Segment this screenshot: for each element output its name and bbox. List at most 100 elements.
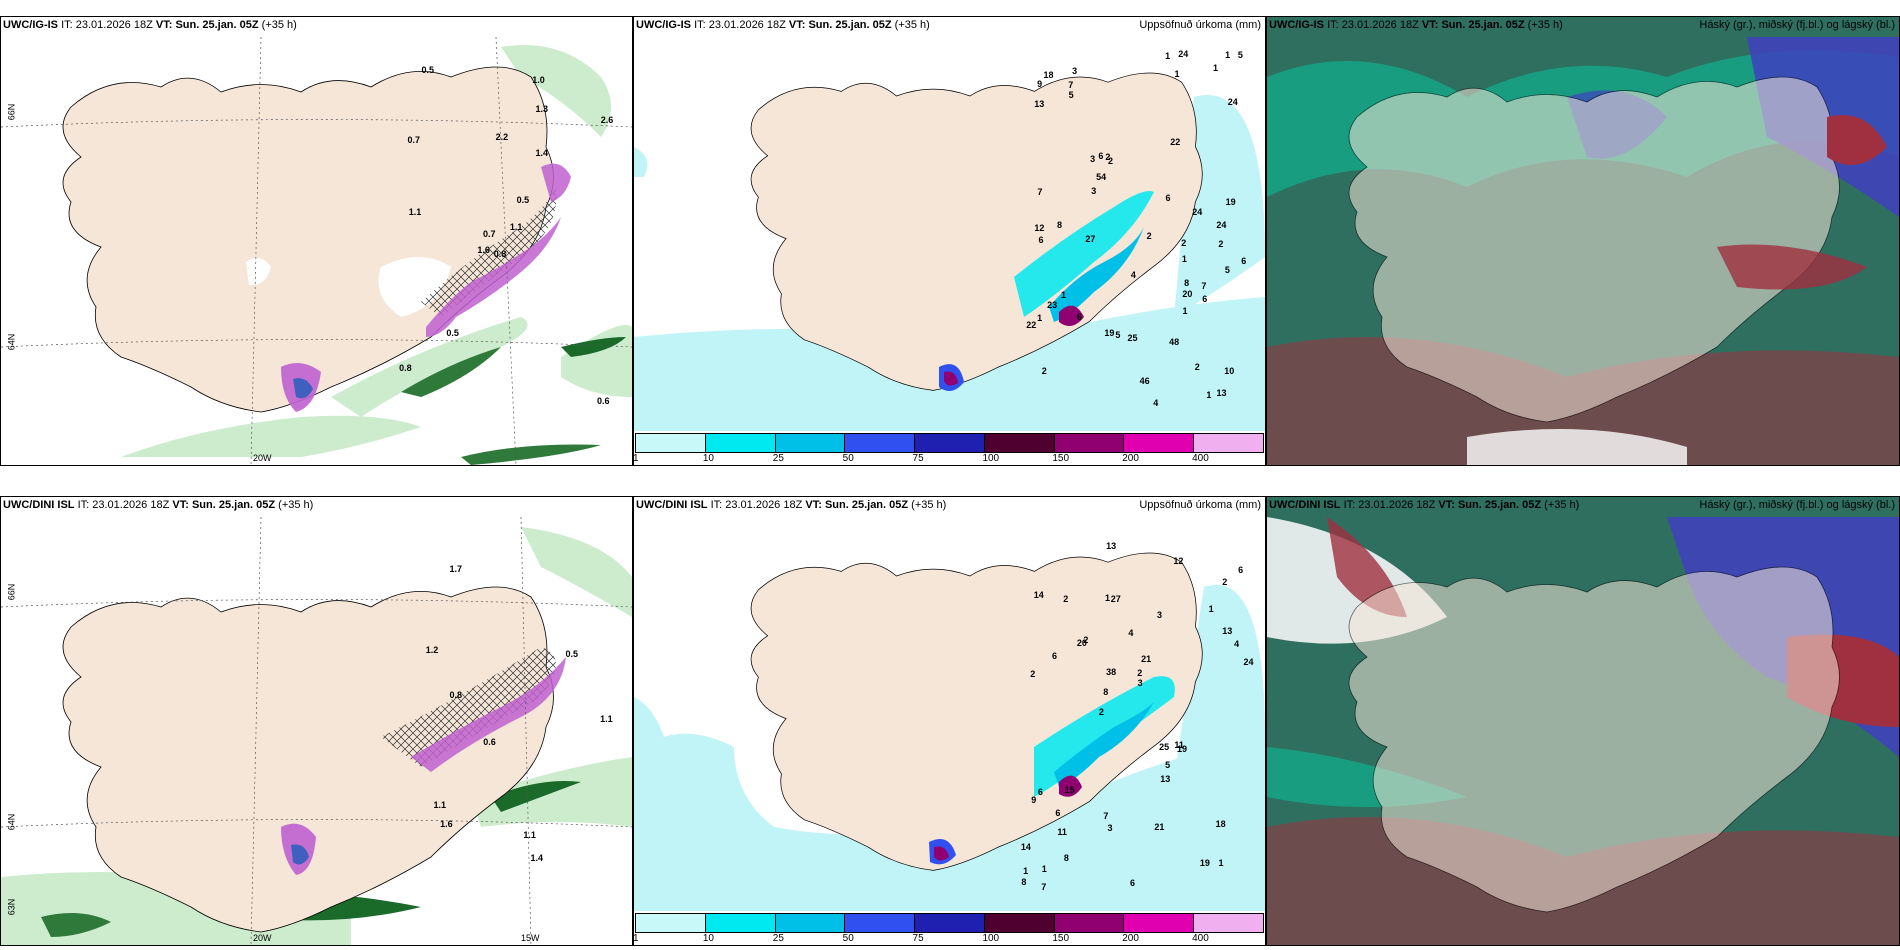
colorbar-label: 25 xyxy=(772,933,784,944)
colorbar-swatch xyxy=(984,914,1055,932)
value-label: 1 xyxy=(1218,858,1224,869)
value-label: 2 xyxy=(1041,365,1047,376)
value-label: 1 xyxy=(1212,62,1218,73)
value-label: 6 xyxy=(1055,807,1061,818)
value-label: 5 xyxy=(1115,330,1121,341)
colorbar-label: 50 xyxy=(842,453,854,464)
value-label: 7 xyxy=(1103,810,1109,821)
value-label: 3 xyxy=(1091,186,1097,197)
value-label: 1 xyxy=(1206,390,1212,401)
value-label: 5 xyxy=(1224,265,1230,276)
value-label: 1.1 xyxy=(600,713,613,724)
value-label: 0.5 xyxy=(565,648,579,659)
value-label: 19 xyxy=(1199,857,1210,868)
value-label: 1.3 xyxy=(535,103,549,114)
value-label: 15 xyxy=(1064,784,1075,795)
value-label: 27 xyxy=(1110,593,1121,604)
value-label: 2 xyxy=(1030,668,1036,679)
colorbar-swatch xyxy=(915,434,985,452)
colorbar-swatch xyxy=(1194,914,1264,932)
cloud-map xyxy=(1267,17,1899,465)
value-label: 7 xyxy=(1068,79,1074,90)
value-label: 48 xyxy=(1169,336,1180,347)
value-label: 6 xyxy=(1165,193,1171,204)
value-label: 8 xyxy=(1103,687,1109,698)
colorbar-label: 200 xyxy=(1122,933,1139,944)
panel-header: UWC/IG-IS IT: 23.01.2026 18Z VT: Sun. 25… xyxy=(636,19,930,31)
value-label: 2 xyxy=(1137,667,1143,678)
value-label: 6 xyxy=(1077,312,1083,323)
value-label: 0.5 xyxy=(516,194,530,205)
value-label: 23 xyxy=(1047,299,1058,310)
value-label: 19 xyxy=(1177,744,1188,755)
value-label: 18 xyxy=(1043,70,1054,81)
colorbar-swatch xyxy=(845,914,916,932)
value-label: 1.0 xyxy=(532,74,545,85)
value-label: 25 xyxy=(1127,333,1138,344)
value-label: 24 xyxy=(1216,219,1227,230)
value-label: 9 xyxy=(1031,794,1037,805)
panel-title: Háský (gr.), miðský (fj.bl.) og lágský (… xyxy=(1699,499,1895,511)
value-label: 3 xyxy=(1090,153,1096,164)
value-label: 4 xyxy=(1153,397,1159,408)
value-label: 13 xyxy=(1216,387,1227,398)
colorbar-swatch xyxy=(636,434,706,452)
value-label: 1 xyxy=(1061,289,1067,300)
panel-header: UWC/DINI ISL IT: 23.01.2026 18Z VT: Sun.… xyxy=(1269,499,1580,511)
value-label: 2 xyxy=(1146,230,1152,241)
value-label: 11 xyxy=(1057,827,1067,838)
colorbar-label: 400 xyxy=(1192,453,1209,464)
value-label: 11 xyxy=(1174,739,1184,750)
panel-header: UWC/DINI ISL IT: 23.01.2026 18Z VT: Sun.… xyxy=(636,499,947,511)
value-label: 24 xyxy=(1227,96,1238,107)
value-label: 1.6 xyxy=(440,819,453,830)
wind-map xyxy=(1,516,632,945)
value-label: 0.7 xyxy=(407,134,421,145)
cloud-map xyxy=(1267,497,1899,945)
colorbar-label: 1 xyxy=(633,453,639,464)
value-label: 2 xyxy=(1098,707,1104,718)
value-label: 6 xyxy=(1051,650,1057,661)
colorbar-swatch xyxy=(1194,434,1264,452)
precip-colorbar: 1 10 25 50 75 100 150 200 400 xyxy=(634,431,1265,465)
value-label: 13 xyxy=(1222,625,1233,636)
value-label: 1.1 xyxy=(408,206,422,217)
value-label: 3 xyxy=(1157,610,1163,621)
value-label: 21 xyxy=(1154,822,1165,833)
colorbar-swatch xyxy=(775,434,846,452)
colorbar-swatch xyxy=(915,914,985,932)
panel-precip-top: UWC/IG-IS IT: 23.01.2026 18Z VT: Sun. 25… xyxy=(633,16,1266,466)
value-label: 14 xyxy=(1020,842,1031,853)
colorbar-label: 10 xyxy=(702,453,714,464)
lat-label-66: 66N xyxy=(6,583,17,601)
value-label: 5 xyxy=(1165,760,1171,771)
value-label: 6 xyxy=(1130,877,1136,888)
value-label: 4 xyxy=(1130,269,1136,280)
panel-clouds-bottom: UWC/DINI ISL IT: 23.01.2026 18Z VT: Sun.… xyxy=(1266,496,1900,946)
value-label: 0.5 xyxy=(421,65,435,76)
value-label: 38 xyxy=(1106,667,1117,678)
value-label: 0.7 xyxy=(482,229,496,240)
value-label: 1.6 xyxy=(477,245,490,256)
colorbar-swatch xyxy=(705,914,776,932)
lat-label-63: 63N xyxy=(6,898,17,916)
value-label: 2 xyxy=(1108,156,1114,167)
value-label: 22 xyxy=(1026,320,1037,331)
value-label: 2.2 xyxy=(495,131,509,142)
value-label: 7 xyxy=(1041,882,1047,893)
value-label: 12 xyxy=(1173,556,1184,567)
colorbar-label: 150 xyxy=(1052,933,1070,944)
value-label: 9 xyxy=(1037,79,1043,90)
value-label: 54 xyxy=(1096,172,1107,183)
value-label: 6 xyxy=(1038,235,1044,246)
value-label: 22 xyxy=(1170,137,1181,148)
value-label: 6 xyxy=(1241,255,1247,266)
value-label: 1 xyxy=(1165,50,1171,61)
colorbar-swatch xyxy=(984,434,1055,452)
colorbar-label: 100 xyxy=(982,453,1000,464)
value-label: 1 xyxy=(1174,69,1180,80)
value-label: 2.6 xyxy=(600,115,614,126)
precip-map xyxy=(634,552,1265,911)
value-label: 1.7 xyxy=(449,564,462,575)
value-label: 0.5 xyxy=(446,328,459,339)
